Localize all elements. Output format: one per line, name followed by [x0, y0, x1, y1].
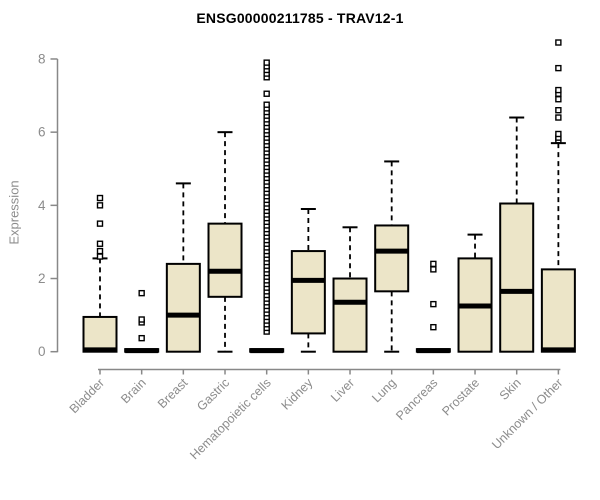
- boxplot-group-gastric: [207, 131, 243, 353]
- y-axis-tick-label: 2: [38, 271, 46, 286]
- outlier-point: [138, 316, 145, 323]
- outlier-point: [96, 247, 104, 255]
- box-iqr: [374, 224, 410, 293]
- y-axis-tick-label: 8: [38, 51, 46, 66]
- box-iqr: [499, 202, 535, 353]
- boxplot-group-lung: [374, 160, 410, 353]
- box-iqr: [207, 222, 243, 298]
- boxplot-group-unknown-other: [540, 39, 576, 353]
- outlier-point: [430, 300, 437, 308]
- x-axis-category-label: Brain: [118, 376, 149, 407]
- boxplot-group-pancreas: [415, 260, 451, 354]
- outlier-point: [263, 90, 270, 97]
- x-axis-category-label: Hematopoietic cells: [187, 376, 274, 463]
- outlier-point: [138, 334, 145, 342]
- outlier-point: [138, 289, 145, 297]
- boxplot-group-skin: [499, 116, 535, 353]
- outlier-point: [555, 130, 562, 138]
- boxplot-group-prostate: [457, 233, 493, 353]
- x-axis-category-label: Lung: [369, 376, 399, 406]
- outlier-point: [555, 114, 562, 121]
- outlier-point: [555, 86, 562, 94]
- box-iqr: [82, 315, 118, 353]
- outlier-point: [96, 194, 104, 202]
- boxplot-group-breast: [165, 182, 201, 353]
- y-axis-tick-label: 6: [38, 125, 46, 140]
- x-axis-category-label: Gastric: [194, 376, 232, 414]
- boxplot-group-liver: [332, 226, 368, 353]
- outlier-point: [96, 202, 104, 209]
- outlier-point: [555, 64, 562, 72]
- boxplot-group-kidney: [290, 207, 326, 353]
- outlier-point: [263, 59, 270, 66]
- x-axis-category-label: Kidney: [279, 375, 316, 412]
- box-iqr: [165, 262, 201, 353]
- x-axis-category-label: Skin: [497, 376, 524, 403]
- outlier-point: [555, 107, 562, 114]
- outlier-point: [430, 260, 437, 268]
- y-axis-tick-label: 4: [38, 198, 46, 213]
- x-axis-category-label: Breast: [155, 375, 191, 411]
- x-axis-category-label: Liver: [328, 376, 357, 405]
- boxplot-group-bladder: [82, 194, 118, 353]
- box-iqr: [332, 277, 368, 353]
- outlier-point: [555, 39, 562, 46]
- chart-title: ENSG00000211785 - TRAV12-1: [196, 10, 404, 26]
- x-axis-category-label: Pancreas: [393, 376, 440, 423]
- x-axis-category-label: Bladder: [67, 376, 107, 416]
- outlier-point: [555, 96, 562, 103]
- outlier-point: [96, 220, 104, 227]
- x-axis-category-label: Prostate: [439, 376, 482, 419]
- outlier-point: [96, 253, 104, 260]
- x-axis-category-label: Unknown / Other: [489, 376, 565, 452]
- box-iqr: [290, 250, 326, 335]
- outlier-point: [430, 323, 437, 331]
- boxplot-group-hematopoietic-cells: [249, 59, 285, 354]
- outlier-point: [430, 266, 437, 273]
- y-axis-tick-label: 0: [38, 344, 46, 359]
- box-iqr: [540, 268, 576, 353]
- outlier-point: [263, 101, 270, 108]
- outlier-point: [96, 240, 104, 247]
- boxplot-group-brain: [124, 289, 160, 354]
